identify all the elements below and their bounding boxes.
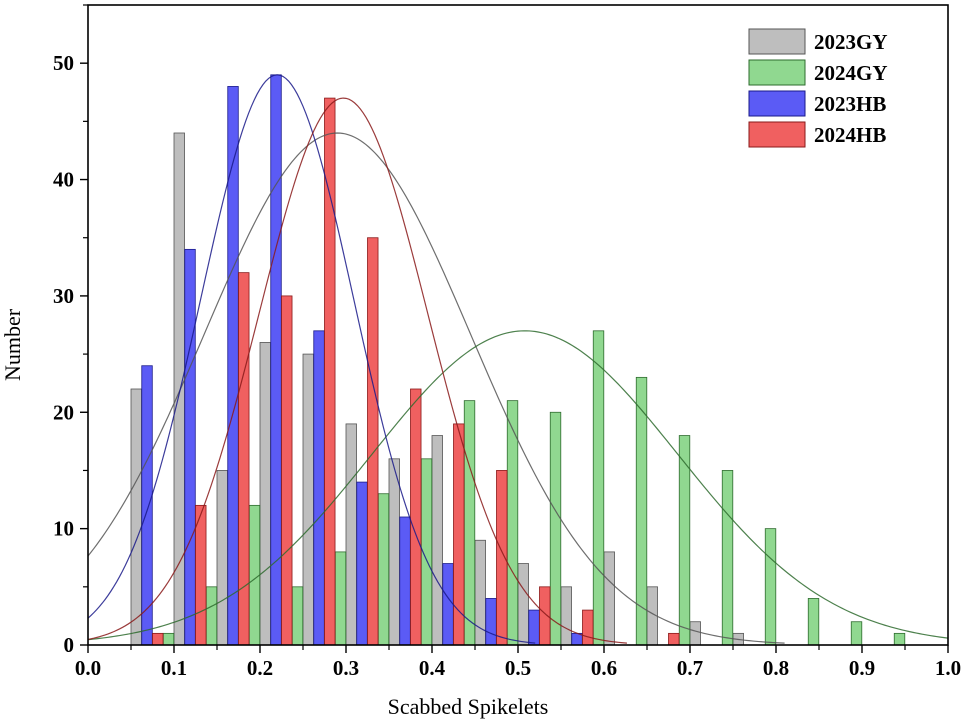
- x-axis-title: Scabbed Spikelets: [388, 694, 549, 719]
- bar-2023gy-0: [130, 388, 142, 646]
- x-tick-label: 0.0: [75, 656, 101, 680]
- bar-2024gy-2: [248, 504, 261, 646]
- bar-2023hb-2: [227, 86, 239, 646]
- x-tick-label: 1.0: [935, 656, 961, 680]
- x-tick-label: 0.7: [677, 656, 703, 680]
- bar-2023gy-5: [345, 423, 357, 646]
- bar-2024hb-1: [195, 504, 207, 646]
- bar-2024gy-9: [549, 411, 562, 646]
- legend-label-2024gy: 2024GY: [814, 61, 888, 85]
- legend-swatch-2023hb: [748, 90, 806, 117]
- bar-2023hb-5: [356, 481, 368, 646]
- bar-2024gy-13: [721, 470, 734, 646]
- y-tick-label: 30: [53, 284, 74, 308]
- fit-lines: [87, 74, 949, 644]
- bar-2023gy-3: [259, 342, 271, 646]
- y-tick-label: 0: [64, 633, 75, 657]
- bar-2023hb-1: [184, 248, 196, 646]
- bar-2023hb-8: [485, 598, 497, 646]
- y-axis-title: Number: [0, 308, 25, 381]
- fit-curve-2024gy: [87, 330, 949, 641]
- bar-2024hb-0: [152, 632, 164, 646]
- bar-2024gy-7: [463, 400, 476, 646]
- legend: 2023GY 2024GY 2023HB 2024HB: [748, 28, 888, 148]
- bar-2024gy-10: [592, 330, 605, 646]
- bar-2023hb-4: [313, 330, 325, 646]
- bar-2023gy-9: [517, 563, 529, 646]
- fit-curve-2023gy: [87, 132, 785, 644]
- bar-2024gy-14: [764, 528, 777, 646]
- bar-2024gy-4: [334, 551, 347, 646]
- bar-2023gy-4: [302, 353, 314, 646]
- bar-2023gy-11: [603, 551, 615, 646]
- legend-label-2023hb: 2023HB: [814, 92, 886, 116]
- bar-2023hb-0: [141, 365, 153, 646]
- x-tick-label: 0.9: [849, 656, 875, 680]
- x-tick-label: 0.3: [333, 656, 359, 680]
- bar-2023gy-8: [474, 539, 486, 646]
- bar-2024gy-3: [291, 586, 304, 646]
- fit-curve-2024hb: [87, 97, 627, 644]
- bar-2023gy-7: [431, 435, 443, 646]
- bar-2024hb-7: [453, 423, 465, 646]
- bar-2024gy-16: [850, 621, 863, 646]
- y-tick-label: 10: [53, 517, 74, 541]
- legend-swatch-2024hb: [748, 121, 806, 148]
- legend-swatch-2024gy: [748, 59, 806, 86]
- bar-2024hb-5: [367, 237, 379, 646]
- bar-2024gy-17: [893, 632, 906, 646]
- bar-2024hb-10: [582, 609, 594, 646]
- x-tick-label: 0.1: [161, 656, 187, 680]
- bar-2023hb-3: [270, 74, 282, 646]
- legend-label-2024hb: 2024HB: [814, 123, 886, 147]
- x-axis-ticks: 0.0 0.1 0.2 0.3 0.4 0.5 0.6 0.7 0.8 0.9 1.0: [75, 645, 961, 680]
- bar-2023gy-1: [173, 132, 185, 646]
- bar-2024hb-6: [410, 388, 422, 646]
- x-tick-label: 0.6: [591, 656, 617, 680]
- bar-2023gy-2: [216, 470, 228, 646]
- bar-2024gy-1: [205, 586, 218, 646]
- bar-2024hb-12: [668, 632, 680, 646]
- bar-2024gy-15: [807, 598, 820, 646]
- x-tick-label: 0.2: [247, 656, 273, 680]
- bar-2024gy-5: [377, 493, 390, 646]
- y-axis-ticks: 0 10 20 30 40 50: [53, 4, 88, 657]
- y-tick-label: 40: [53, 168, 74, 192]
- y-tick-label: 20: [53, 400, 74, 424]
- x-tick-label: 0.4: [419, 656, 446, 680]
- legend-label-2023gy: 2023GY: [814, 30, 888, 54]
- bar-2023hb-6: [399, 516, 411, 646]
- bar-2023hb-7: [442, 563, 454, 646]
- bar-2024gy-0: [162, 632, 175, 646]
- bar-2023gy-13: [689, 621, 701, 646]
- y-tick-label: 50: [53, 51, 74, 75]
- x-tick-label: 0.8: [763, 656, 789, 680]
- fit-curve-2023hb: [87, 74, 536, 644]
- bar-2023gy-6: [388, 458, 400, 646]
- bar-2023hb-9: [528, 609, 540, 646]
- legend-swatch-2023gy: [748, 28, 806, 55]
- bar-2024hb-3: [281, 295, 293, 646]
- bar-2023gy-10: [560, 586, 572, 646]
- x-tick-label: 0.5: [505, 656, 531, 680]
